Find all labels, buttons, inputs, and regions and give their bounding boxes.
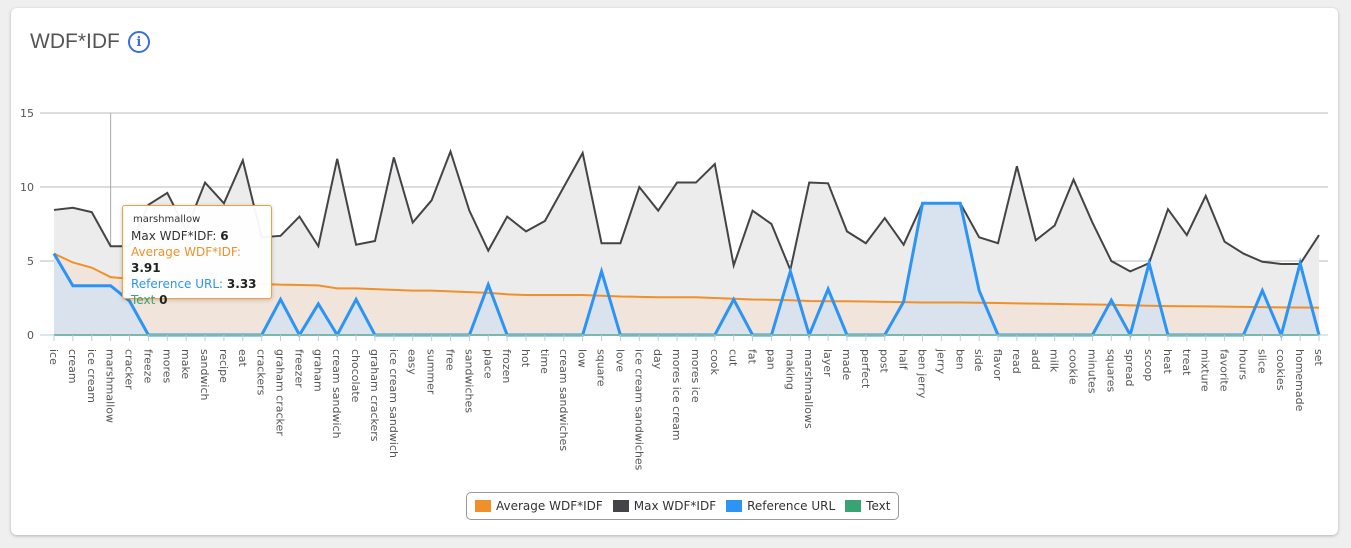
x-tick-label: mixture [1199, 349, 1212, 392]
x-tick-label: graham cracker [274, 349, 287, 436]
legend-swatch [726, 500, 743, 512]
x-tick-label: hot [519, 349, 532, 368]
x-tick-label: freezer [292, 349, 305, 388]
x-tick-label: marshmallows [802, 349, 815, 429]
x-tick-label: cream sandwiches [557, 349, 570, 451]
legend-swatch [475, 500, 491, 512]
x-tick-label: pan [764, 349, 777, 370]
y-tick-label: 15 [20, 107, 34, 120]
legend: Average WDF*IDF Max WDF*IDF Reference UR… [466, 492, 900, 520]
x-tick-label: make [179, 349, 192, 379]
x-tick-label: minutes [1085, 349, 1098, 394]
x-tick-label: free [443, 349, 456, 371]
x-tick-label: square [595, 349, 608, 387]
x-tick-label: mores ice cream [670, 349, 683, 441]
x-tick-label: time [538, 349, 551, 374]
tooltip-category: marshmallow [133, 214, 201, 225]
x-tick-label: hours [1236, 349, 1249, 380]
x-tick-label: slice [1255, 349, 1268, 374]
x-tick-label: ice [47, 349, 60, 365]
x-tick-label: place [481, 349, 494, 379]
chart-header: WDF*IDF i [30, 30, 150, 54]
x-tick-label: read [1010, 349, 1023, 374]
x-tick-label: side [972, 349, 985, 372]
legend-item-text[interactable]: Text [845, 499, 890, 513]
x-tick-label: graham [311, 349, 324, 392]
y-tick-label: 0 [27, 329, 34, 342]
legend-item-max[interactable]: Max WDF*IDF [612, 499, 716, 513]
x-tick-label: homemade [1293, 349, 1306, 412]
x-tick-label: chocolate [349, 349, 362, 403]
x-tick-label: ice cream [85, 349, 98, 403]
x-tick-label: add [1029, 349, 1042, 370]
legend-swatch [845, 500, 862, 512]
tooltip-ref: Reference URL: 3.33 [131, 277, 257, 291]
x-tick-label: cream sandwich [330, 349, 343, 439]
x-tick-label: cut [727, 349, 740, 367]
tooltip-avg: Average WDF*IDF: 3.91 [131, 245, 241, 275]
y-tick-label: 10 [20, 181, 34, 194]
x-tick-label: squares [1104, 349, 1117, 392]
x-tick-label: ice cream sandwich [387, 349, 400, 458]
x-tick-label: cookie [1067, 349, 1080, 385]
x-tick-label: heat [1161, 349, 1174, 374]
x-tick-label: cracker [123, 349, 136, 390]
x-tick-label: half [897, 349, 910, 371]
x-tick-label: day [651, 349, 664, 370]
legend-swatch [612, 500, 629, 512]
x-tick-label: frozen [500, 349, 513, 383]
x-tick-label: made [840, 349, 853, 380]
tooltip-text: Text 0 [131, 293, 168, 307]
x-tick-label: favorite [1218, 349, 1231, 392]
series-area-1 [54, 253, 1319, 335]
x-tick-label: post [878, 349, 891, 373]
x-tick-label: love [613, 349, 626, 372]
x-tick-label: mores ice [689, 349, 702, 403]
x-tick-label: layer [821, 349, 834, 377]
info-icon[interactable]: i [127, 31, 150, 53]
x-tick-label: scoop [1142, 349, 1155, 381]
chart-title: WDF*IDF [30, 30, 120, 53]
x-tick-label: set [1312, 349, 1325, 366]
x-tick-label: cream [66, 349, 79, 384]
x-tick-label: marshmallow [104, 349, 117, 423]
x-tick-label: perfect [859, 349, 872, 389]
x-tick-label: easy [406, 349, 419, 375]
x-tick-label: spread [1123, 349, 1136, 387]
legend-item-average[interactable]: Average WDF*IDF [475, 499, 603, 513]
legend-item-reference-url[interactable]: Reference URL [726, 499, 835, 513]
x-tick-label: making [783, 349, 796, 390]
x-tick-label: flavor [991, 349, 1004, 381]
y-tick-label: 5 [27, 255, 34, 268]
x-tick-label: treat [1180, 349, 1193, 376]
x-tick-label: eat [236, 349, 249, 368]
tooltip-max: Max WDF*IDF: 6 [131, 229, 229, 243]
x-tick-label: cook [708, 349, 721, 376]
x-tick-label: graham crackers [368, 349, 381, 442]
x-tick-label: low [576, 349, 589, 368]
x-tick-label: milk [1048, 349, 1061, 373]
x-tick-label: ben jerry [916, 349, 929, 399]
x-tick-label: jerry [934, 348, 947, 375]
x-tick-label: fat [746, 349, 759, 365]
x-tick-label: sandwiches [462, 349, 475, 413]
x-tick-label: ben [953, 349, 966, 370]
x-tick-label: cookies [1274, 349, 1287, 391]
x-tick-label: crackers [255, 349, 268, 396]
x-tick-label: freeze [141, 349, 154, 383]
x-tick-label: recipe [217, 349, 230, 383]
tooltip: marshmallow Max WDF*IDF: 6 Average WDF*I… [122, 205, 272, 307]
x-tick-label: mores [160, 349, 173, 383]
x-tick-label: summer [425, 349, 438, 395]
x-tick-label: sandwich [198, 349, 211, 401]
x-tick-label: ice cream sandwiches [632, 349, 645, 471]
